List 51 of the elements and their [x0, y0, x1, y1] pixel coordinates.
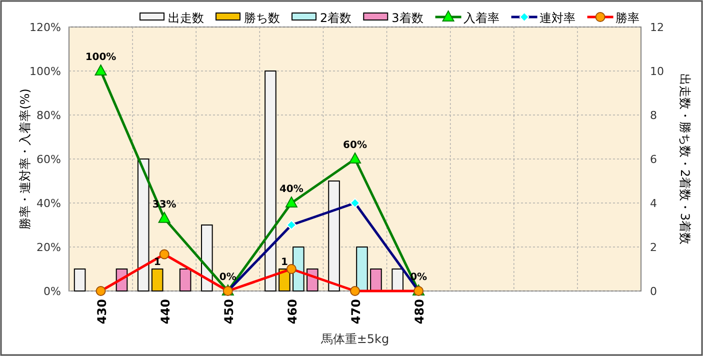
legend-label: 3着数 [392, 11, 424, 25]
legend-label: 出走数 [168, 11, 204, 25]
point [285, 196, 298, 208]
bar [392, 268, 404, 292]
data-label: 1 [154, 257, 161, 268]
y2-tick-label: 10 [650, 65, 664, 78]
y2-tick-label: 12 [650, 21, 664, 34]
y-tick-label: 0% [44, 285, 61, 298]
y2-tick-label: 6 [650, 153, 657, 166]
bar [74, 268, 86, 292]
data-label: 40% [279, 184, 304, 195]
legend-label: 入着率 [463, 11, 500, 25]
bar [264, 70, 276, 292]
x-tick-label: 480 [412, 299, 427, 324]
bar [201, 224, 213, 292]
x-tick-label: 430 [94, 299, 109, 324]
x-tick-label: 450 [222, 299, 236, 324]
x-tick-label: 440 [158, 299, 172, 324]
data-label: 100% [85, 52, 116, 63]
bar [328, 180, 340, 292]
bar [292, 246, 304, 292]
legend-label: 勝ち数 [244, 11, 280, 25]
y2-tick-label: 4 [650, 197, 657, 210]
data-label: 60% [343, 140, 367, 151]
y2-tick-label: 0 [650, 285, 657, 298]
y-tick-label: 40% [36, 197, 61, 210]
point [94, 64, 107, 76]
bar [151, 268, 164, 292]
legend-label: 勝率 [615, 11, 640, 25]
legend-label: 2着数 [320, 11, 352, 25]
bar [356, 246, 368, 292]
y-tick-label: 60% [36, 153, 61, 166]
y2-tick-label: 8 [650, 109, 657, 122]
point [158, 212, 170, 223]
x-axis-title: 馬体重±5kg [320, 332, 390, 346]
y2-tick-label: 2 [650, 241, 657, 254]
x-tick-label: 470 [349, 299, 363, 324]
legend-label: 連対率 [539, 11, 576, 25]
y-axis-title: 勝率・連対率・入着率(%) [18, 88, 32, 230]
bar [179, 268, 192, 292]
y-tick-label: 120% [30, 21, 61, 34]
point [349, 152, 361, 164]
y2-axis-title: 出走数・勝ち数・2着数・3着数 [678, 73, 692, 245]
data-label: 0% [219, 272, 236, 283]
y-tick-label: 100% [30, 65, 61, 78]
y-tick-label: 80% [36, 109, 61, 122]
bar [137, 158, 150, 292]
data-label: 1 [280, 257, 288, 268]
bar [370, 268, 382, 292]
x-tick-label: 460 [285, 299, 300, 324]
y-tick-label: 20% [36, 241, 61, 254]
